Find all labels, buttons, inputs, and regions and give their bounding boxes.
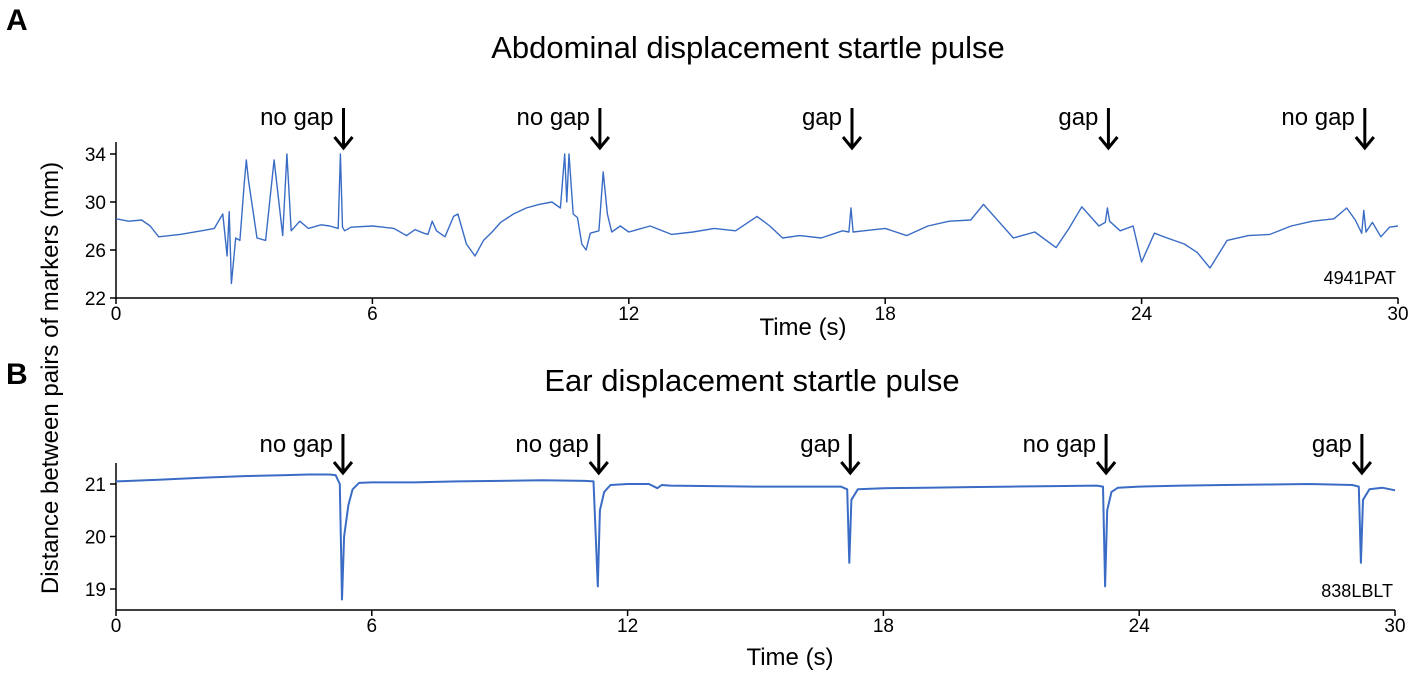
annotation-label: no gap	[260, 104, 333, 131]
arrow-annotation: no gap	[516, 104, 611, 151]
y-tick-label: 20	[85, 528, 106, 549]
x-tick-label: 18	[875, 304, 896, 325]
y-tick-label: 21	[85, 475, 106, 496]
x-tick-label: 12	[618, 304, 639, 325]
down-arrow-head-icon	[588, 461, 609, 476]
annotation-label: no gap	[1023, 431, 1096, 458]
x-tick-label: 24	[1129, 616, 1151, 637]
y-tick-label: 22	[85, 289, 106, 310]
panel-a-y-ticks: 22 26 30 34	[85, 145, 116, 310]
x-tick-label: 6	[367, 616, 378, 637]
annotation-label: no gap	[260, 431, 333, 458]
y-tick-label: 19	[85, 580, 106, 601]
x-tick-label: 12	[617, 616, 638, 637]
panel-b: B Ear displacement startle pulse 192021 …	[6, 358, 1406, 671]
annotation-label: gap	[800, 431, 840, 458]
down-arrow-head-icon	[333, 136, 354, 151]
y-tick-label: 26	[85, 241, 106, 262]
down-arrow-head-icon	[1351, 461, 1373, 476]
panel-b-x-axis-label: Time (s)	[746, 644, 833, 671]
panel-b-annotations: no gap no gap gap no gap gap	[260, 431, 1373, 476]
down-arrow-head-icon	[332, 461, 354, 476]
annotation-label: no gap	[1281, 104, 1354, 131]
annotation-label: gap	[802, 104, 842, 131]
arrow-annotation: no gap	[1023, 431, 1117, 476]
annotation-label: gap	[1312, 431, 1352, 458]
down-arrow-head-icon	[1354, 136, 1375, 151]
panel-a-x-axis-label: Time (s)	[759, 314, 846, 341]
panel-a-x-ticks: 0 6 12 18 24 30	[111, 298, 1409, 325]
panel-a-annotations: no gap no gap gap gap no gap	[260, 104, 1375, 151]
y-axis-label: Distance between pairs of markers (mm)	[37, 162, 64, 594]
arrow-annotation: gap	[1058, 104, 1119, 151]
x-tick-label: 24	[1131, 304, 1153, 325]
arrow-annotation: no gap	[1281, 104, 1375, 151]
arrow-annotation: no gap	[515, 431, 609, 476]
annotation-label: no gap	[516, 104, 589, 131]
x-tick-label: 0	[111, 304, 122, 325]
panel-a-series-line	[115, 153, 1399, 285]
x-tick-label: 30	[1384, 616, 1405, 637]
y-tick-label: 30	[85, 193, 106, 214]
x-tick-label: 18	[873, 616, 894, 637]
x-tick-label: 6	[367, 304, 378, 325]
panel-b-series-line	[115, 473, 1396, 601]
panel-letter-b: B	[6, 358, 28, 391]
panel-a: A Abdominal displacement startle pulse 2…	[6, 4, 1409, 341]
annotation-label: no gap	[515, 431, 588, 458]
x-tick-label: 30	[1387, 304, 1408, 325]
panel-a-title: Abdominal displacement startle pulse	[491, 30, 1005, 65]
down-arrow-head-icon	[840, 461, 861, 476]
panel-b-id-label: 838LBLT	[1321, 581, 1393, 601]
x-tick-label: 0	[111, 616, 122, 637]
panel-letter-a: A	[6, 4, 28, 37]
arrow-annotation: no gap	[260, 104, 354, 151]
arrow-annotation: no gap	[260, 431, 354, 476]
arrow-annotation: gap	[802, 104, 863, 151]
annotation-label: gap	[1058, 104, 1098, 131]
down-arrow-head-icon	[841, 136, 863, 151]
panel-b-x-ticks: 0 6 12 18 24 30	[111, 610, 1406, 637]
y-tick-label: 34	[85, 145, 107, 166]
panel-b-y-ticks: 19 20 21	[85, 475, 116, 601]
arrow-annotation: gap	[800, 431, 861, 476]
down-arrow-head-icon	[1095, 461, 1117, 476]
down-arrow-head-icon	[1098, 136, 1119, 151]
panel-b-title: Ear displacement startle pulse	[544, 363, 959, 398]
arrow-annotation: gap	[1312, 431, 1373, 476]
panel-a-id-label: 4941PAT	[1324, 268, 1396, 288]
down-arrow-head-icon	[589, 136, 611, 151]
